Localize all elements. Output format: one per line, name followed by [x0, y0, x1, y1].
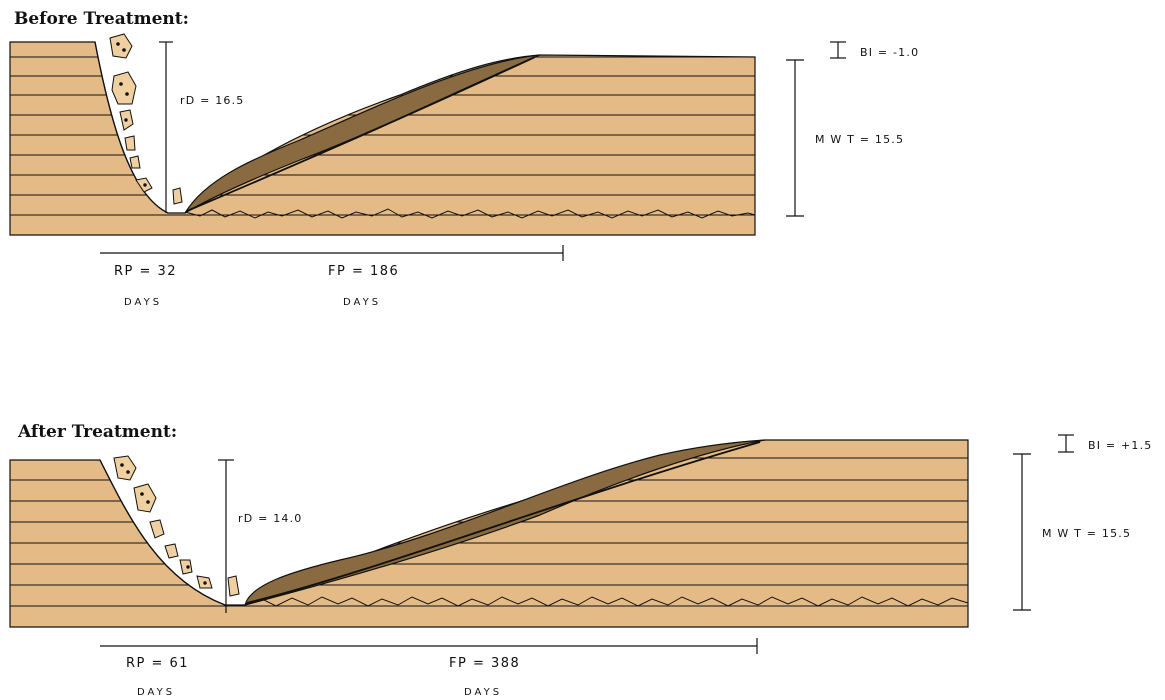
panel-title: After Treatment: [17, 422, 177, 442]
fp-label: FP = 186 [328, 264, 399, 279]
bi-label: BI = -1.0 [860, 46, 919, 59]
bed-contact-line [244, 596, 969, 607]
panel-title: Before Treatment: [14, 9, 189, 29]
rd-label: rD = 16.5 [180, 94, 245, 107]
mwt-label: M W T = 15.5 [1042, 527, 1131, 540]
rd-label: rD = 14.0 [238, 512, 303, 525]
rp-label: RP = 32 [114, 264, 177, 279]
fp-unit: DAYS [464, 687, 502, 698]
eroded-rocks [113, 455, 240, 597]
rp-label: RP = 61 [126, 656, 189, 671]
soil-cross-section [9, 41, 756, 236]
rp-unit: DAYS [137, 687, 175, 698]
rp-unit: DAYS [124, 297, 162, 308]
bed-contact-line [184, 208, 756, 219]
after-panel: After Treatment: [9, 422, 1153, 698]
eroded-rocks [109, 33, 183, 205]
mwt-label: M W T = 15.5 [815, 133, 904, 146]
before-panel: Before Treatment: [9, 9, 919, 308]
fp-unit: DAYS [343, 297, 381, 308]
fp-label: FP = 388 [449, 656, 520, 671]
bi-label: BI = +1.5 [1088, 439, 1153, 452]
